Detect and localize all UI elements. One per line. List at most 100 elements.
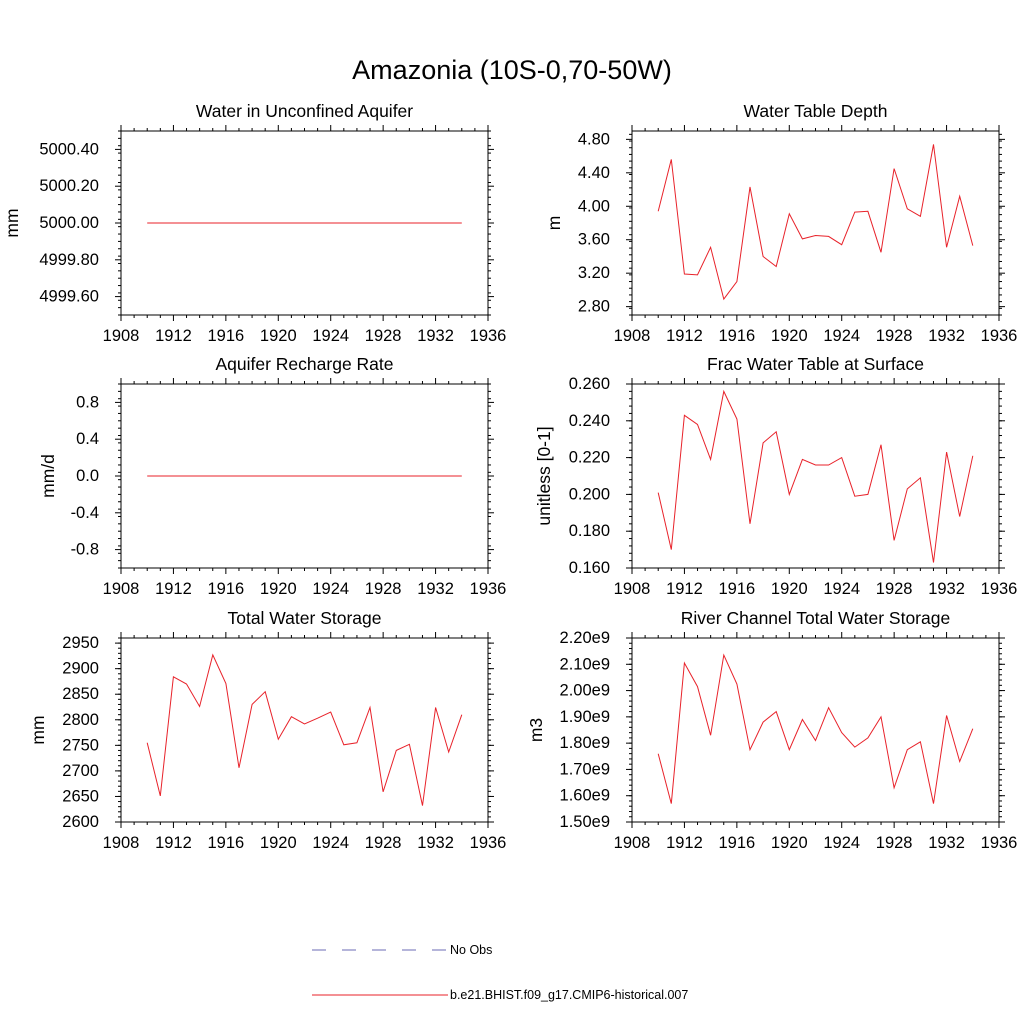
y-tick-label: 0.220 [569, 449, 610, 467]
y-tick-label: 4.80 [578, 130, 610, 148]
y-tick-label: 3.20 [578, 264, 610, 282]
panel-3: Aquifer Recharge Rate mm/d 1908 1912 1916 192… [38, 354, 506, 598]
x-tick-label: 1908 [614, 834, 651, 852]
y-tick-label: 0.160 [569, 559, 610, 577]
panel-title: Water in Unconfined Aquifer [196, 101, 413, 121]
x-tick-label: 1912 [155, 327, 192, 345]
panel-1: Water in Unconfined Aquifer mm 1908 1912 191… [2, 101, 506, 345]
y-tick-label: 2950 [62, 634, 99, 652]
x-tick-label: 1920 [260, 834, 297, 852]
y-tick-label: 5000.00 [39, 214, 99, 232]
x-tick-label: 1932 [928, 327, 965, 345]
y-tick-label: 2800 [62, 711, 99, 729]
x-tick-label: 1908 [103, 580, 140, 598]
x-tick-label: 1908 [103, 327, 140, 345]
y-axis-label: m3 [526, 718, 546, 742]
y-tick-label: 0.4 [76, 430, 99, 448]
panel-2: Water Table Depth m 1908 1912 1916 1920 1924 19… [544, 101, 1017, 345]
x-tick-label: 1920 [771, 580, 808, 598]
x-tick-label: 1916 [718, 580, 755, 598]
x-tick-label: 1916 [718, 327, 755, 345]
panel-5: Total Water Storage mm 1908 1912 1916 1920 192… [28, 608, 506, 852]
panel-title: Total Water Storage [227, 608, 381, 628]
y-tick-label: 1.80e9 [560, 734, 610, 752]
x-tick-label: 1936 [470, 834, 507, 852]
x-tick-label: 1928 [876, 834, 913, 852]
y-tick-label: 4999.80 [39, 251, 99, 269]
y-tick-label: 0.0 [76, 467, 99, 485]
x-tick-label: 1936 [470, 580, 507, 598]
x-tick-label: 1932 [417, 327, 454, 345]
x-tick-label: 1924 [823, 834, 860, 852]
x-tick-label: 1924 [312, 834, 349, 852]
y-axis-label: mm/d [38, 454, 58, 498]
y-tick-label: -0.4 [71, 504, 99, 522]
x-tick-label: 1932 [928, 834, 965, 852]
x-tick-label: 1916 [207, 327, 244, 345]
x-tick-label: 1912 [155, 580, 192, 598]
x-tick-label: 1920 [771, 327, 808, 345]
y-tick-label: 0.8 [76, 393, 99, 411]
x-tick-label: 1924 [312, 580, 349, 598]
y-tick-label: 1.60e9 [560, 787, 610, 805]
y-tick-label: 2.00e9 [560, 682, 610, 700]
x-tick-label: 1936 [981, 327, 1018, 345]
legend-label: No Obs [450, 943, 492, 957]
legend-label: b.e21.BHIST.f09_g17.CMIP6-historical.007 [450, 988, 688, 1002]
series-line [657, 144, 974, 301]
x-tick-label: 1916 [207, 834, 244, 852]
y-tick-label: 0.260 [569, 375, 610, 393]
y-tick-label: 0.200 [569, 485, 610, 503]
panel-title: Water Table Depth [744, 101, 888, 121]
panel-title: Aquifer Recharge Rate [215, 354, 393, 374]
series-line [146, 653, 463, 806]
x-tick-label: 1924 [823, 327, 860, 345]
y-tick-label: 5000.20 [39, 177, 99, 195]
x-tick-label: 1908 [103, 834, 140, 852]
y-tick-label: 4.40 [578, 164, 610, 182]
y-tick-label: 0.240 [569, 412, 610, 430]
x-tick-label: 1932 [928, 580, 965, 598]
x-tick-label: 1928 [365, 327, 402, 345]
y-tick-label: 2650 [62, 787, 99, 805]
y-tick-label: 1.70e9 [560, 760, 610, 778]
y-tick-label: 2.20e9 [560, 629, 610, 647]
y-tick-label: 2.10e9 [560, 655, 610, 673]
x-tick-label: 1920 [771, 834, 808, 852]
y-tick-label: 4.00 [578, 197, 610, 215]
x-tick-label: 1908 [614, 327, 651, 345]
panel-4: Frac Water Table at Surface unitless [0-1… [534, 354, 1017, 598]
y-tick-label: 5000.40 [39, 140, 99, 158]
x-tick-label: 1928 [876, 327, 913, 345]
x-tick-label: 1936 [470, 327, 507, 345]
y-axis-label: mm [2, 208, 22, 237]
y-tick-label: -0.8 [71, 541, 99, 559]
y-axis-label: unitless [0-1] [534, 426, 554, 525]
x-tick-label: 1924 [312, 327, 349, 345]
panel-title: Frac Water Table at Surface [707, 354, 924, 374]
figure-title: Amazonia (10S-0,70-50W) [352, 55, 672, 85]
panel-title: River Channel Total Water Storage [681, 608, 950, 628]
y-tick-label: 4999.60 [39, 288, 99, 306]
x-tick-label: 1908 [614, 580, 651, 598]
y-tick-label: 1.50e9 [560, 813, 610, 831]
y-tick-label: 2600 [62, 813, 99, 831]
y-tick-label: 3.60 [578, 231, 610, 249]
x-tick-label: 1928 [365, 580, 402, 598]
y-axis-label: m [544, 216, 564, 231]
y-tick-label: 2900 [62, 660, 99, 678]
x-tick-label: 1912 [155, 834, 192, 852]
x-tick-label: 1924 [823, 580, 860, 598]
y-tick-label: 2750 [62, 736, 99, 754]
x-tick-label: 1936 [981, 580, 1018, 598]
legend: No Obs b.e21.BHIST.f09_g17.CMIP6-historic… [312, 943, 688, 1002]
x-tick-label: 1912 [666, 327, 703, 345]
x-tick-label: 1936 [981, 834, 1018, 852]
y-tick-label: 2.80 [578, 298, 610, 316]
y-axis-label: mm [28, 715, 48, 744]
x-tick-label: 1928 [876, 580, 913, 598]
series-line [657, 653, 974, 804]
x-tick-label: 1920 [260, 580, 297, 598]
